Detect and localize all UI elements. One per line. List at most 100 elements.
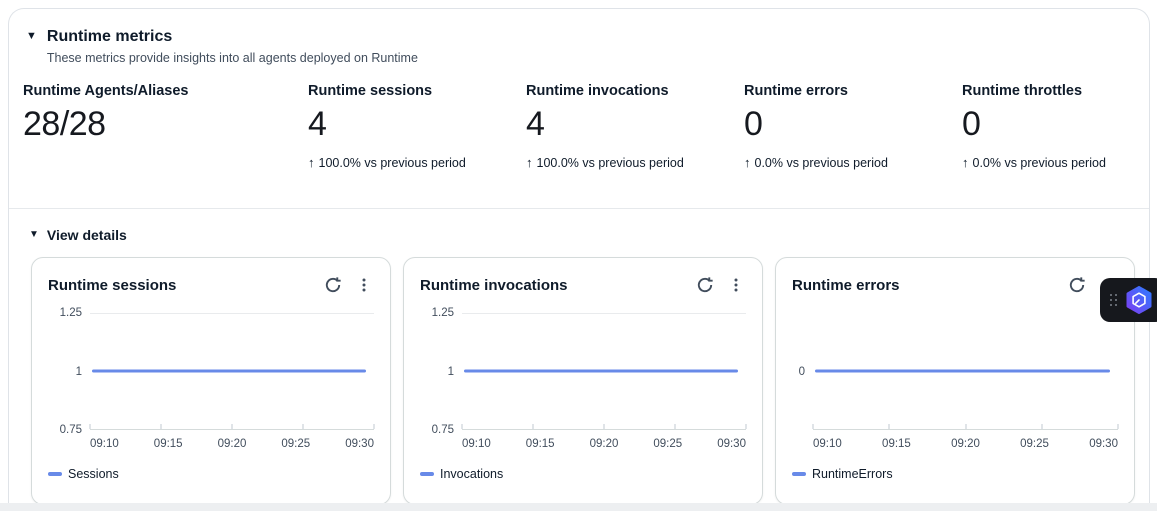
charts-row: Runtime sessions 1.25 1 0.7 [9,257,1149,505]
metric-column: Runtime errors 0 ↑ 0.0% vs previous peri… [744,82,962,170]
refresh-icon [325,277,341,293]
y-axis-tick-label: 0.75 [59,424,82,436]
plot-column: 09:10 09:15 09:20 09:25 09:30 [461,313,747,452]
metric-label: Runtime Agents/Aliases [23,83,189,99]
x-axis-tick-label: 09:30 [345,438,374,450]
y-axis-tick-label: 1.25 [59,307,82,319]
y-axis: 1.25 1 0.75 [420,307,462,436]
legend-label: Invocations [440,467,504,481]
chart-card: Runtime invocations 1.25 1 [403,257,763,505]
metric-label: Runtime invocations [526,83,669,99]
legend-item[interactable]: RuntimeErrors [792,467,1118,481]
x-axis-tick-mark [603,424,605,429]
vertical-ellipsis-icon [362,278,366,292]
metric-value: 4 [526,105,545,143]
menu-button[interactable] [354,275,374,295]
legend-item[interactable]: Sessions [48,467,374,481]
metric-label: Runtime sessions [308,83,433,99]
y-axis-tick-label: 1 [447,365,454,378]
y-axis-tick-label: 1 [75,365,82,378]
chart-title: Runtime invocations [420,276,568,294]
y-axis-tick-label: 1.25 [431,307,454,319]
x-axis-tick-mark [888,424,890,429]
gridline [462,313,746,314]
legend-color-dash-icon [48,472,62,476]
y-axis-tick-label: 0 [798,365,805,378]
chart-card-actions [694,274,746,296]
series-line [92,369,366,373]
runtime-metrics-panel: ▼ Runtime metrics These metrics provide … [8,8,1150,511]
chart-card-header: Runtime sessions [48,273,374,297]
view-details-label: View details [46,227,127,243]
chart-title: Runtime sessions [48,276,177,294]
y-axis-tick-label: 0.75 [431,424,454,436]
collapse-section-icon[interactable]: ▼ [26,30,37,42]
metric-value: 0 [962,105,981,143]
chart-area: 1.25 1 0.75 09:10 09:15 09:20 09:25 09:30 [420,307,747,452]
series-line [815,369,1110,373]
x-axis-tick-mark [231,424,233,429]
x-axis: 09:10 09:15 09:20 09:25 09:30 [462,437,746,452]
trend-up-arrow-icon: ↑ [308,155,315,170]
x-axis-tick-mark [1041,424,1043,429]
plot-area [89,313,375,430]
plot-column: 09:10 09:15 09:20 09:25 09:30 [812,313,1119,452]
refresh-button[interactable] [1066,274,1088,296]
chart-area: 0 09:10 09:15 09:20 09:25 09:30 [792,313,1119,452]
x-axis: 09:10 09:15 09:20 09:25 09:30 [90,437,374,452]
trend-up-arrow-icon: ↑ [744,155,751,170]
trend-text: 100.0% vs previous period [536,155,684,170]
x-axis-tick-label: 09:10 [90,438,119,450]
chart-card: Runtime sessions 1.25 1 0.7 [31,257,391,505]
x-axis-tick-label: 09:15 [525,438,555,450]
trend-text: 0.0% vs previous period [754,155,888,170]
metric-label: Runtime errors [744,83,848,99]
x-axis-tick-mark [965,424,966,429]
refresh-button[interactable] [694,274,716,296]
section-divider [9,208,1149,209]
page-bottom-strip [0,503,1157,511]
drag-handle-icon[interactable] [1110,293,1118,307]
legend-item[interactable]: Invocations [420,467,746,481]
x-axis-tick-mark [1117,424,1119,429]
metric-trend: ↑ 0.0% vs previous period [962,155,1133,170]
refresh-button[interactable] [322,274,344,296]
x-axis-tick-mark [812,424,814,429]
trend-up-arrow-icon: ↑ [962,155,969,170]
assistant-hexagon-clock-icon[interactable] [1125,286,1153,314]
metrics-row: Runtime Agents/Aliases 28/28 Runtime ses… [9,82,1149,170]
x-axis-tick-label: 09:25 [1020,438,1049,450]
x-axis-tick-label: 09:15 [153,438,183,450]
metric-trend: ↑ 100.0% vs previous period [308,155,526,170]
x-axis-tick-mark [461,424,463,429]
x-axis-tick-mark [745,424,747,429]
chart-area: 1.25 1 0.75 09:10 09:15 09:20 09:25 09:30 [48,307,375,452]
legend-color-dash-icon [420,472,434,476]
x-axis-tick-mark [373,424,375,429]
x-axis-tick-label: 09:20 [589,438,619,450]
x-axis-tick-mark [302,424,304,429]
chart-card-actions [322,274,374,296]
panel-heading-group: Runtime metrics These metrics provide in… [47,27,418,66]
x-axis: 09:10 09:15 09:20 09:25 09:30 [813,437,1118,452]
metric-value: 28/28 [23,105,106,143]
menu-button[interactable] [726,275,746,295]
x-axis-tick-mark [160,424,162,429]
x-axis-tick-label: 09:10 [462,438,491,450]
x-axis-tick-label: 09:20 [951,438,980,450]
chart-card-header: Runtime errors [792,273,1118,297]
legend-label: Sessions [68,467,119,481]
legend-color-dash-icon [792,472,806,476]
plot-area [461,313,747,430]
vertical-ellipsis-icon [734,278,738,292]
metric-value: 4 [308,105,327,143]
panel-header: ▼ Runtime metrics These metrics provide … [9,9,1149,66]
trend-up-arrow-icon: ↑ [526,155,533,170]
chart-card-header: Runtime invocations [420,273,746,297]
view-details-header: ▼ View details [9,209,1149,243]
gridline [90,313,374,314]
browser-extension-widget[interactable] [1100,278,1157,322]
x-axis-tick-label: 09:15 [882,438,911,450]
x-axis-tick-label: 09:25 [653,438,683,450]
collapse-details-icon[interactable]: ▼ [29,229,39,240]
